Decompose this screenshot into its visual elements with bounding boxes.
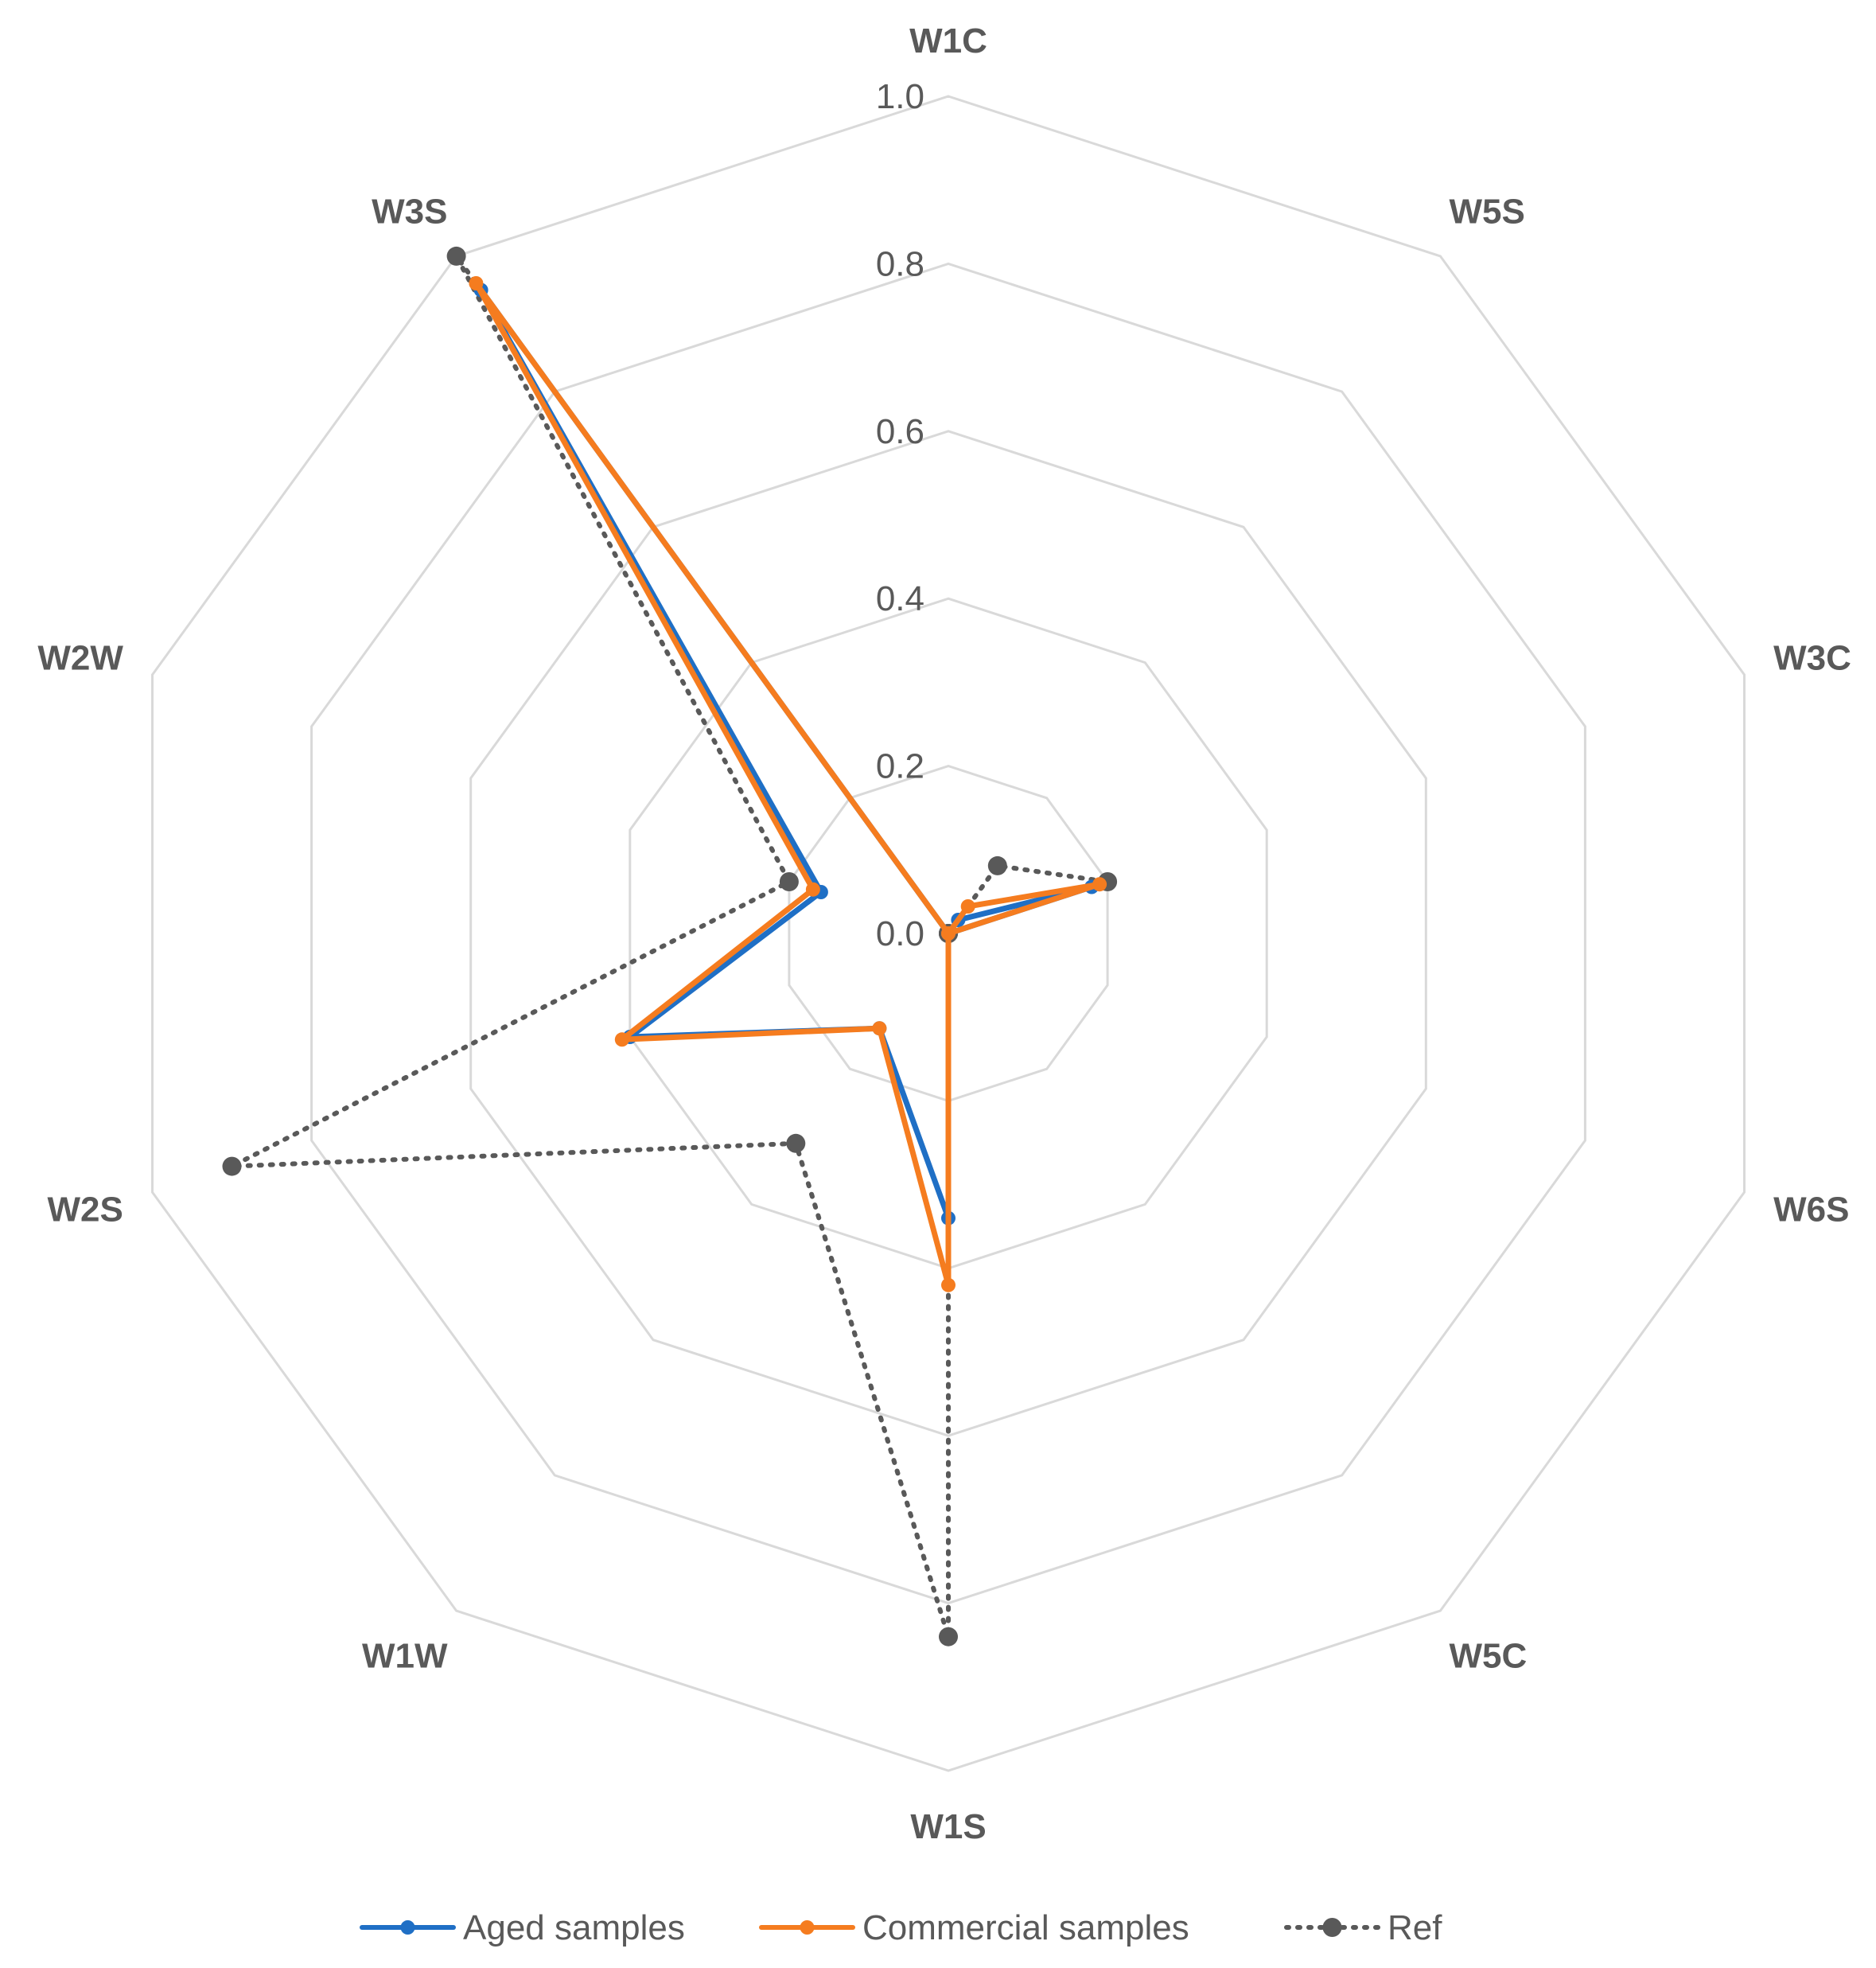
- legend-label-1: Commercial samples: [862, 1908, 1189, 1947]
- legend-item-0: Aged samples: [360, 1908, 685, 1947]
- series-1-point-1: [960, 899, 975, 914]
- legend-item-1: Commercial samples: [759, 1908, 1189, 1947]
- legend-item-2: Ref: [1284, 1908, 1442, 1947]
- series-line-1: [473, 280, 1103, 1288]
- tick-label-3: 0.6: [876, 412, 924, 451]
- series-2-point-8: [779, 872, 799, 891]
- grid-ring-5: [151, 95, 1746, 1772]
- axis-label-w1c: W1C: [909, 21, 987, 60]
- legend-label-2: Ref: [1388, 1908, 1442, 1947]
- legend-swatch-marker-0: [400, 1920, 415, 1935]
- axis-label-w5c: W5C: [1450, 1637, 1528, 1676]
- axis-label-w2s: W2S: [48, 1191, 123, 1230]
- series-0: [473, 283, 1100, 1226]
- axis-label-w5s: W5S: [1450, 192, 1525, 231]
- legend-swatch-marker-2: [1322, 1918, 1342, 1937]
- tick-label-2: 0.4: [876, 579, 924, 618]
- tick-label-4: 0.8: [876, 244, 924, 283]
- axis-label-w1w: W1W: [362, 1637, 448, 1676]
- series-layer: [222, 246, 1118, 1646]
- series-1: [469, 276, 1107, 1292]
- axis-label-w2w: W2W: [37, 638, 123, 677]
- axis-labels: W1C W5S W3C W6S W5C W1S W1W W2S W2W W3S: [37, 21, 1851, 1846]
- grid-layer: [151, 95, 1746, 1772]
- series-line-2: [229, 253, 1111, 1639]
- grid-ring-3: [469, 430, 1427, 1437]
- axis-label-w1s: W1S: [910, 1807, 986, 1846]
- series-1-point-6: [872, 1021, 887, 1036]
- series-1-point-9: [469, 276, 484, 290]
- series-2: [222, 246, 1118, 1646]
- legend-label-0: Aged samples: [463, 1908, 685, 1947]
- series-1-point-2: [1092, 877, 1107, 892]
- series-2-point-7: [222, 1156, 242, 1176]
- series-2-point-9: [446, 246, 466, 266]
- legend: Aged samples Commercial samples Ref: [360, 1908, 1442, 1947]
- series-2-point-6: [786, 1133, 806, 1153]
- series-1-point-5: [941, 1277, 956, 1292]
- axis-label-w6s: W6S: [1773, 1191, 1849, 1230]
- tick-label-0: 0.0: [876, 914, 924, 953]
- series-1-point-4: [941, 926, 956, 941]
- series-line-0: [478, 287, 1095, 1222]
- series-2-point-5: [939, 1627, 958, 1646]
- legend-swatch-marker-1: [800, 1920, 815, 1935]
- series-2-point-1: [987, 855, 1007, 875]
- tick-labels: 0.0 0.2 0.4 0.6 0.8 1.0: [876, 77, 924, 953]
- axis-label-w3s: W3S: [372, 192, 447, 231]
- axis-label-w3c: W3C: [1773, 638, 1851, 677]
- tick-label-5: 1.0: [876, 77, 924, 116]
- grid-ring-4: [310, 262, 1586, 1605]
- series-1-point-8: [805, 882, 820, 897]
- series-1-point-7: [614, 1032, 629, 1047]
- tick-label-1: 0.2: [876, 747, 924, 786]
